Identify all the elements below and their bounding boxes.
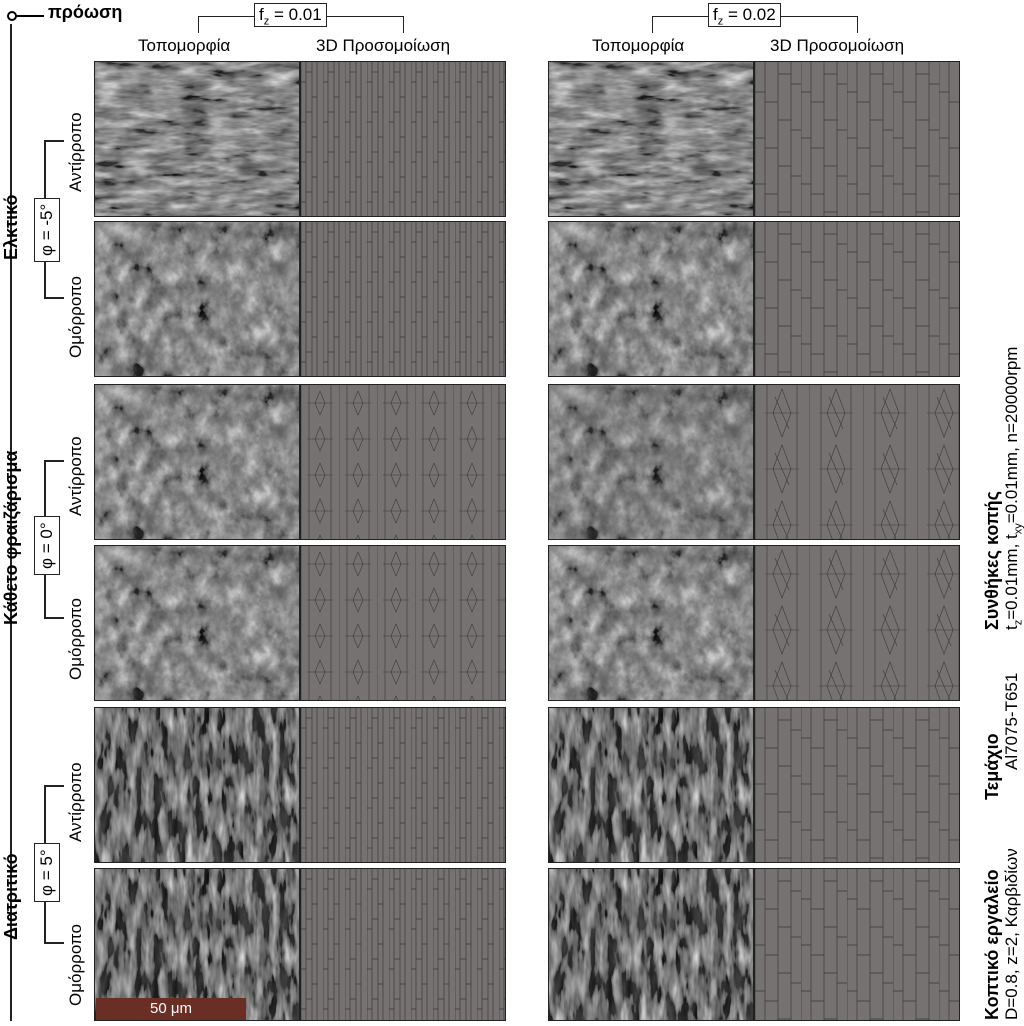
topography-image-left-row3 [94, 384, 300, 540]
simulation-image-right-row5 [754, 707, 960, 863]
topography-image-left-row4 [94, 545, 300, 701]
scale-bar: 50 μm [96, 998, 246, 1020]
feed-direction-label: πρόωση [48, 2, 123, 22]
simulation-image-left-row1 [300, 61, 506, 217]
simulation-image-left-row3 [300, 384, 506, 540]
row-label-5: Αντίρροπο [66, 762, 85, 842]
workpiece-value: Al7075-T651 [1002, 672, 1021, 770]
simulation-image-right-row1 [754, 61, 960, 217]
topography-image-right-row2 [548, 221, 754, 377]
phi-bracket-3-top [44, 785, 64, 787]
phi-label-2: φ = 0° [34, 516, 60, 575]
row-label-1: Αντίρροπο [66, 112, 85, 192]
feed-direction-indicator [6, 6, 46, 26]
phi-label-1: φ = -5° [34, 197, 60, 262]
simulation-image-left-row4 [300, 545, 506, 701]
tool-value: D=0.8, z=2, Καρβιδίων [1002, 848, 1021, 1020]
topography-image-left-row1 [94, 61, 300, 217]
topography-image-left-row5 [94, 707, 300, 863]
group-label-climb: Ελκτικό [1, 194, 21, 260]
right-col-simulation-header: 3D Προσομοίωση [770, 36, 905, 55]
phi-bracket-2-top [44, 460, 64, 462]
topography-image-right-row5 [548, 707, 754, 863]
topography-image-right-row1 [548, 61, 754, 217]
topography-image-right-row3 [548, 384, 754, 540]
phi-bracket-2-bot [44, 617, 64, 619]
simulation-image-left-row6 [300, 868, 506, 1021]
conditions-values: tz=0.01mm, txy=0.01mm, n=20000rpm [1002, 346, 1024, 630]
phi-label-3: φ = 5° [34, 843, 60, 902]
topography-image-right-row6 [548, 868, 754, 1021]
row-label-6: Ομόρροπο [66, 924, 85, 1006]
simulation-image-right-row4 [754, 545, 960, 701]
feed-arrow-icon [7, 11, 44, 21]
simulation-image-left-row5 [300, 707, 506, 863]
left-col-simulation-header: 3D Προσομοίωση [316, 36, 451, 55]
left-fz-label: fz = 0.01 [254, 3, 327, 27]
tool-title: Κοπτικό εργαλείο [982, 869, 1002, 1020]
conditions-title: Συνθήκες κοπής [982, 490, 1002, 630]
workpiece-title: Τεμάχιο [982, 733, 1002, 800]
topography-image-left-row6 [94, 868, 300, 1021]
feed-direction-line [10, 24, 12, 1021]
simulation-image-right-row3 [754, 384, 960, 540]
topography-image-left-row2 [94, 221, 300, 377]
group-label-transverse: Διατριτικό [1, 853, 21, 940]
right-col-topography-header: Τοπομορφία [592, 36, 685, 55]
group-label-perpendicular: Κάθετο φραιζάρισμα [1, 450, 21, 625]
left-col-topography-header: Τοπομορφία [138, 36, 231, 55]
topography-image-right-row4 [548, 545, 754, 701]
row-label-2: Ομόρροπο [66, 276, 85, 358]
simulation-image-right-row2 [754, 221, 960, 377]
row-label-3: Αντίρροπο [66, 436, 85, 516]
simulation-image-left-row2 [300, 221, 506, 377]
phi-bracket-3-bot [44, 942, 64, 944]
phi-bracket-1-top [44, 140, 64, 142]
simulation-image-right-row6 [754, 868, 960, 1021]
right-fz-label: fz = 0.02 [708, 3, 781, 27]
phi-bracket-1-bot [44, 297, 64, 299]
row-label-4: Ομόρροπο [66, 598, 85, 680]
